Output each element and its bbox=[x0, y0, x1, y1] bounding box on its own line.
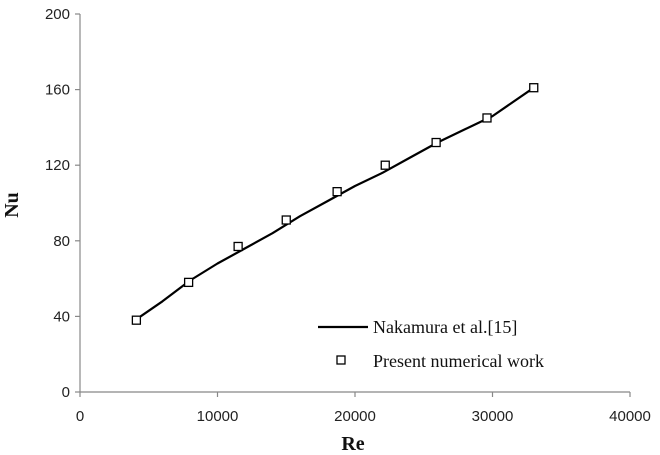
legend-marker-swatch bbox=[336, 355, 346, 365]
data-point-present-work bbox=[131, 315, 142, 325]
y-tick-label: 200 bbox=[45, 6, 70, 23]
x-tick-label: 10000 bbox=[197, 408, 239, 425]
y-tick-label: 160 bbox=[45, 82, 70, 99]
series-line-nakamura bbox=[137, 86, 535, 320]
plot-frame bbox=[79, 14, 630, 393]
legend-label-nakamura: Nakamura et al.[15] bbox=[373, 317, 517, 337]
y-tick-label: 120 bbox=[45, 157, 70, 174]
data-point-present-work bbox=[332, 187, 342, 197]
legend-label-present-work: Present numerical work bbox=[373, 351, 544, 371]
data-point-present-work bbox=[380, 160, 390, 170]
x-tick-label: 0 bbox=[76, 408, 84, 425]
y-tick-label: 40 bbox=[53, 308, 70, 325]
legend: Nakamura et al.[15] Present numerical wo… bbox=[318, 317, 544, 371]
x-tick-label: 40000 bbox=[609, 408, 651, 425]
y-axis-ticks: 0 40 80 120 160 200 bbox=[45, 6, 80, 401]
y-tick-label: 0 bbox=[62, 384, 70, 401]
x-axis-ticks: 0 10000 20000 30000 40000 bbox=[76, 392, 651, 425]
series-layer bbox=[131, 83, 539, 325]
data-point-present-work bbox=[529, 83, 539, 93]
data-point-present-work bbox=[183, 277, 194, 288]
x-tick-label: 20000 bbox=[334, 408, 376, 425]
data-point-present-work bbox=[431, 137, 441, 148]
data-point-present-work bbox=[233, 241, 243, 252]
y-axis-title: Nu bbox=[1, 192, 23, 218]
x-axis-title: Re bbox=[341, 433, 364, 455]
x-tick-label: 30000 bbox=[472, 408, 514, 425]
y-tick-label: 80 bbox=[53, 233, 70, 250]
data-point-present-work bbox=[281, 215, 291, 225]
data-point-present-work bbox=[482, 113, 492, 123]
